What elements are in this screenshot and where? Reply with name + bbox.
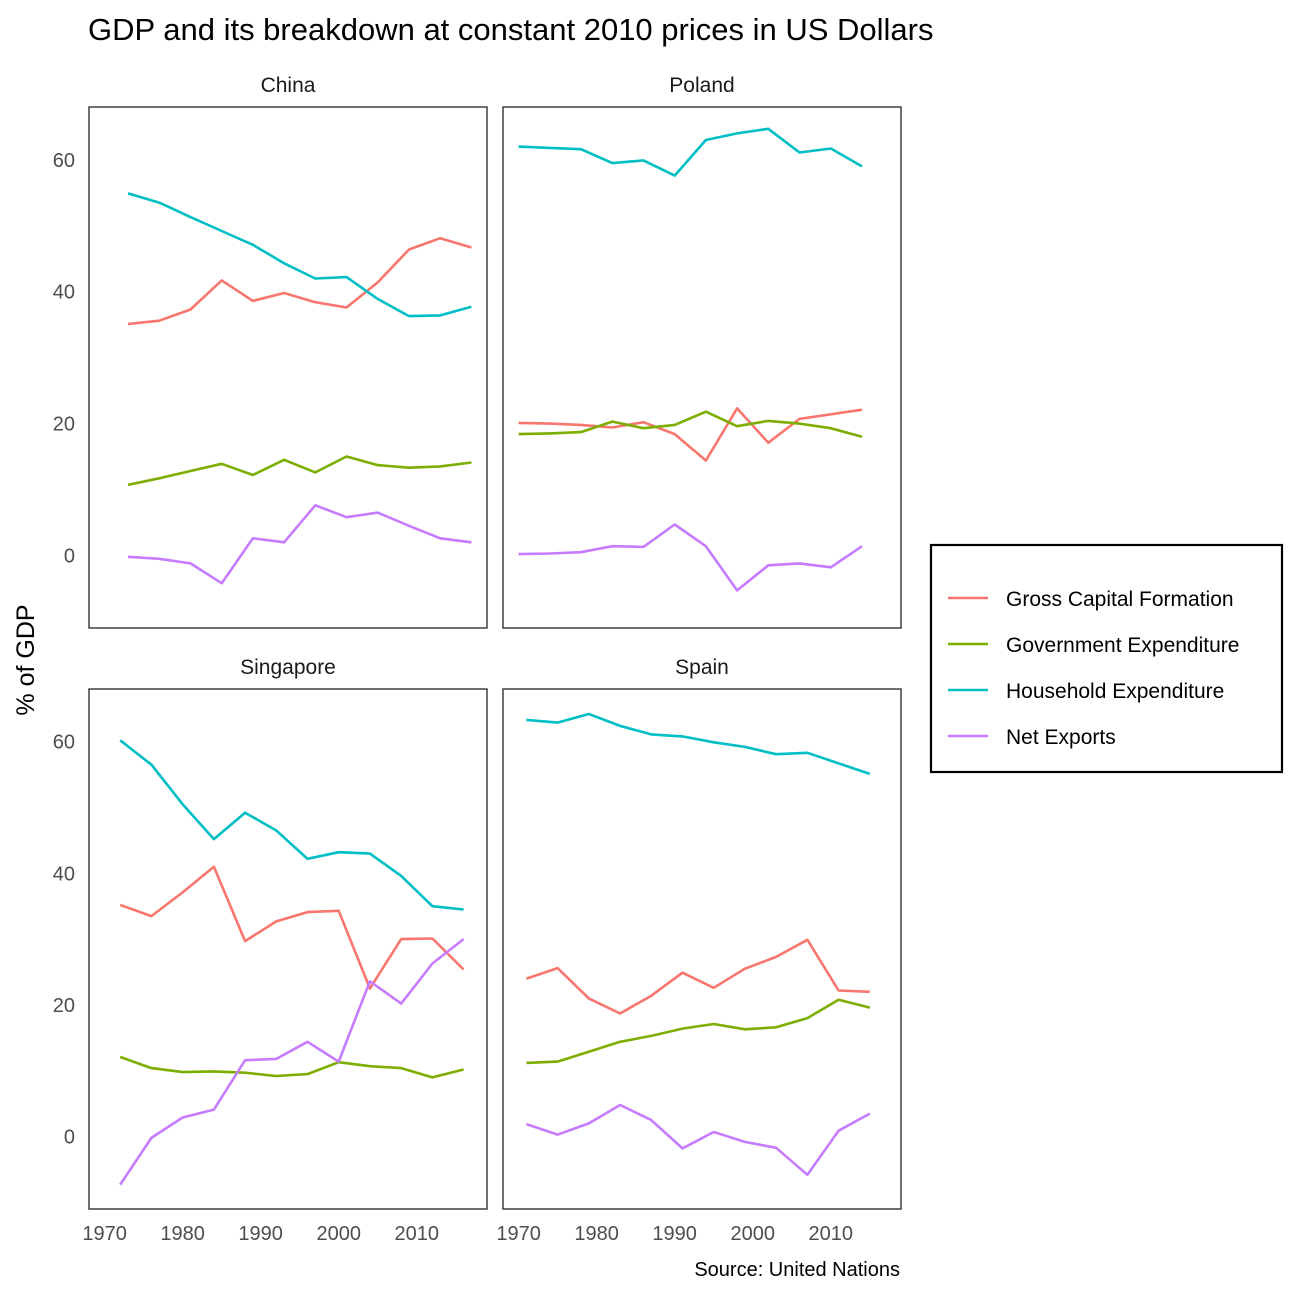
panel-frame-singapore [88, 688, 488, 1210]
x-tick-label: 1980 [160, 1223, 205, 1245]
panel-frame-poland [502, 106, 902, 629]
series-line-china-net-exports [127, 503, 472, 585]
series-line-singapore-net-exports [119, 938, 465, 1186]
legend-label: Net Exports [1006, 726, 1116, 749]
panels-layer: China 0 20 40 60 Poland Singapore 0 20 40 60 1970 19… [53, 74, 902, 1245]
x-tick-label: 1970 [82, 1223, 127, 1245]
y-tick-label: 60 [53, 150, 75, 172]
panel-poland: Poland [502, 74, 902, 629]
series-line-china-household-expenditure [127, 192, 472, 318]
y-tick-label: 20 [53, 995, 75, 1017]
panel-china: China 0 20 40 60 [53, 74, 488, 629]
panel-frame-china [88, 106, 488, 629]
series-line-poland-household-expenditure [518, 127, 863, 177]
source-caption: Source: United Nations [694, 1259, 900, 1281]
legend: Gross Capital Formation Government Expend… [929, 543, 1284, 774]
y-tick-label: 60 [53, 732, 75, 754]
y-tick-label: 20 [53, 414, 75, 436]
legend-label: Gross Capital Formation [1006, 588, 1234, 611]
panel-title-china: China [261, 74, 316, 97]
panel-title-singapore: Singapore [240, 656, 336, 679]
y-tick-label: 40 [53, 863, 75, 885]
legend-box [929, 543, 1284, 774]
y-tick-label: 40 [53, 282, 75, 304]
x-tick-label: 2010 [395, 1223, 440, 1245]
y-axis-label: % of GDP [12, 604, 40, 715]
x-tick-label: 1990 [652, 1223, 697, 1245]
panel-title-spain: Spain [675, 656, 729, 679]
panel-frame-spain [502, 688, 902, 1210]
chart-title: GDP and its breakdown at constant 2010 p… [88, 12, 933, 47]
series-line-poland-government-expenditure [518, 410, 863, 438]
legend-items: Gross Capital Formation Government Expend… [948, 588, 1239, 749]
series-line-poland-net-exports [518, 523, 863, 592]
x-tick-label: 1990 [238, 1223, 283, 1245]
legend-label: Government Expenditure [1006, 634, 1239, 657]
series-line-singapore-government-expenditure [119, 1055, 464, 1079]
panel-spain: Spain 1970 1980 1990 2000 2010 [496, 656, 902, 1245]
x-tick-label: 1980 [574, 1223, 619, 1245]
series-line-spain-household-expenditure [526, 712, 871, 776]
series-line-spain-gross-capital-formation [525, 938, 870, 1015]
series-line-china-gross-capital-formation [127, 236, 472, 326]
x-tick-label: 2000 [730, 1223, 775, 1245]
series-line-singapore-household-expenditure [119, 739, 464, 911]
series-line-poland-gross-capital-formation [518, 407, 863, 462]
x-tick-label: 2000 [316, 1223, 361, 1245]
series-line-spain-government-expenditure [526, 998, 871, 1065]
y-tick-label: 0 [64, 1127, 75, 1149]
y-tick-label: 0 [64, 545, 75, 567]
x-tick-label: 2010 [809, 1223, 854, 1245]
panel-title-poland: Poland [669, 74, 734, 97]
series-line-singapore-gross-capital-formation [119, 865, 465, 990]
legend-label: Household Expenditure [1006, 680, 1224, 703]
panel-singapore: Singapore 0 20 40 60 1970 1980 1990 2000 2010 [53, 656, 488, 1245]
series-line-spain-net-exports [525, 1103, 871, 1177]
x-tick-label: 1970 [496, 1223, 541, 1245]
series-line-china-government-expenditure [127, 455, 472, 487]
